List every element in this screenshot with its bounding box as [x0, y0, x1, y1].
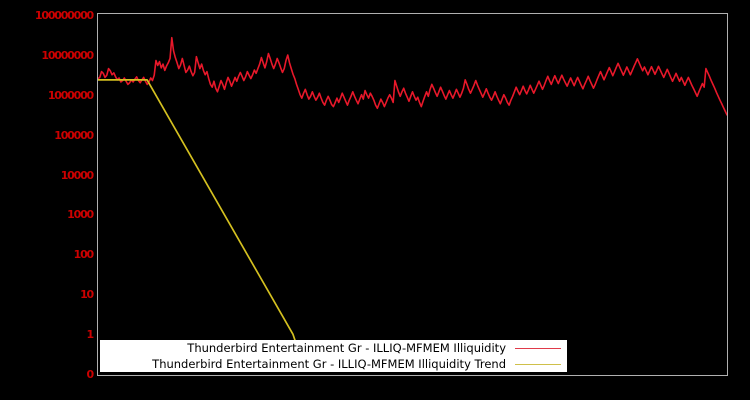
legend-item-series: Thunderbird Entertainment Gr - ILLIQ-MFM…: [100, 340, 567, 356]
y-tick-label: 1000000: [47, 88, 94, 102]
plot-area: [97, 13, 728, 376]
legend-swatch-trend-icon: [515, 363, 561, 365]
y-tick-label: 100000: [54, 128, 94, 142]
legend-item-trend: Thunderbird Entertainment Gr - ILLIQ-MFM…: [100, 356, 567, 372]
legend-label-trend: Thunderbird Entertainment Gr - ILLIQ-MFM…: [152, 357, 506, 371]
legend-label-series: Thunderbird Entertainment Gr - ILLIQ-MFM…: [187, 341, 506, 355]
y-tick-label: 0: [86, 368, 95, 381]
y-tick-label: 10000: [60, 168, 94, 182]
y-tick-label: 1000: [67, 208, 94, 222]
y-tick-label: 10: [80, 288, 94, 302]
y-tick-label: 1: [86, 328, 95, 342]
y-tick-label: 10000000: [41, 48, 94, 62]
legend-swatch-series-icon: [515, 347, 561, 349]
series-illiquidity-line: [98, 36, 727, 116]
y-axis-tick-labels: 100000000 10000000 1000000 100000 10000 1000 1…: [0, 0, 95, 400]
chart-legend: Thunderbird Entertainment Gr - ILLIQ-MFM…: [100, 340, 567, 372]
y-tick-label: 100: [73, 248, 95, 262]
plot-svg: [98, 36, 727, 363]
series-illiquidity-trend-line: [98, 79, 304, 363]
y-tick-label: 100000000: [34, 9, 94, 22]
